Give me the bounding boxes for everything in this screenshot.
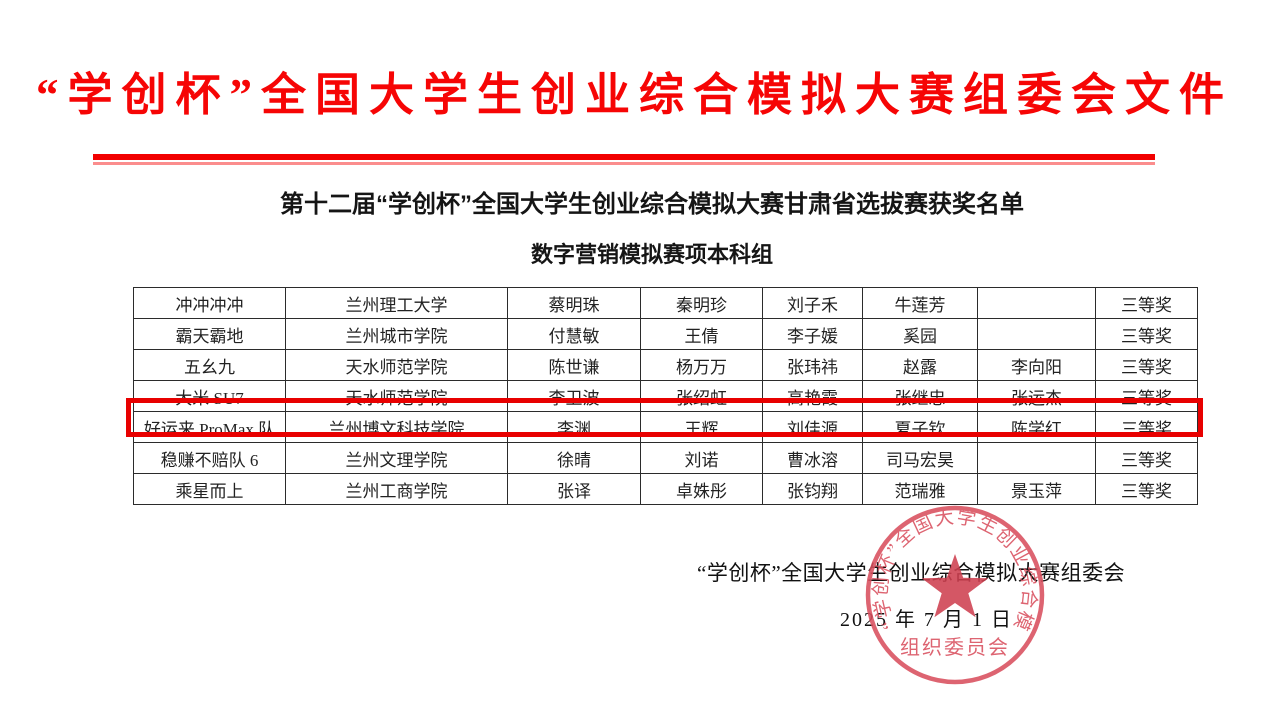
awards-table: 冲冲冲冲 兰州理工大学 蔡明珠 秦明珍 刘子禾 牛莲芳 三等奖 霸天霸地 兰州城市学院 付慧敏 王倩… [133,287,1198,505]
table-cell: 三等奖 [1095,349,1198,381]
table-row: 好运来 ProMax 队兰州博文科技学院 李渊 王辉 刘佳源 夏子钦 陈学红 三等奖 [133,411,1198,443]
table-cell: 王倩 [640,318,763,350]
header-divider-thin-line [93,162,1155,165]
table-cell: 兰州理工大学 [285,287,508,319]
table-cell: 张继忠 [862,380,978,412]
table-cell: 刘子禾 [762,287,863,319]
table-row: 五幺九 天水师范学院 陈世谦 杨万万 张玮祎 赵露 李向阳 三等奖 [133,349,1198,381]
header-divider-thick-line [93,154,1155,160]
table-row: 冲冲冲冲 兰州理工大学 蔡明珠 秦明珍 刘子禾 牛莲芳 三等奖 [133,287,1198,319]
table-cell: 霸天霸地 [133,318,286,350]
table-cell: 兰州文理学院 [285,442,508,474]
table-cell: 张译 [507,473,641,505]
table-row: 乘星而上 兰州工商学院 张译 卓姝彤 张钧翔 范瑞雅 景玉萍 三等奖 [133,473,1198,505]
document-title: “学创杯”全国大学生创业综合模拟大赛组委会文件 [35,70,1233,120]
header-divider [93,154,1155,165]
table-cell: 李子媛 [762,318,863,350]
table-cell: 景玉萍 [977,473,1096,505]
table-cell: 司马宏昊 [862,442,978,474]
table-cell: 卓姝彤 [640,473,763,505]
table-row: 大米 SU7 天水师范学院 李卫波 张绍虹 高艳霞 张继忠 张运杰 三等奖 [133,380,1198,412]
table-cell: 张运杰 [977,380,1096,412]
table-cell: 夏子钦 [862,411,978,443]
table-cell: 天水师范学院 [285,380,508,412]
table-cell: 奚园 [862,318,978,350]
signature-line: “学创杯”全国大学生创业综合模拟大赛组委会 [697,561,1126,585]
table-cell: 冲冲冲冲 [133,287,286,319]
table-cell: 兰州工商学院 [285,473,508,505]
table-cell: 李向阳 [977,349,1096,381]
document-date: 2025 年 7 月 1 日 [840,609,1013,631]
table-cell: 乘星而上 [133,473,286,505]
table-cell: 大米 SU7 [133,380,286,412]
table-cell: 张绍虹 [640,380,763,412]
award-list-title: 第十二届“学创杯”全国大学生创业综合模拟大赛甘肃省选拔赛获奖名单 [280,191,1024,218]
table-cell: 高艳霞 [762,380,863,412]
table-cell: 徐晴 [507,442,641,474]
table-cell: 陈学红 [977,411,1096,443]
table-cell: 付慧敏 [507,318,641,350]
table-cell: 杨万万 [640,349,763,381]
table-cell: 张钧翔 [762,473,863,505]
table-cell: 三等奖 [1095,442,1198,474]
table-cell: 刘诺 [640,442,763,474]
table-cell: 李渊 [507,411,641,443]
table-cell [977,442,1096,474]
table-cell: 张玮祎 [762,349,863,381]
table-cell: 三等奖 [1095,411,1198,443]
section-title: 数字营销模拟赛项本科组 [530,242,773,267]
table-cell: 五幺九 [133,349,286,381]
table-cell: 三等奖 [1095,318,1198,350]
table-cell [977,318,1096,350]
table-cell: 兰州城市学院 [285,318,508,350]
stamp-bottom-text: 组织委员会 [900,636,1010,659]
table-cell: 三等奖 [1095,380,1198,412]
table-cell: 赵露 [862,349,978,381]
table-cell: 三等奖 [1095,473,1198,505]
table-cell: 好运来 ProMax 队 [133,411,286,443]
table-cell: 陈世谦 [507,349,641,381]
table-cell: 牛莲芳 [862,287,978,319]
table-cell: 蔡明珠 [507,287,641,319]
table-cell: 曹冰溶 [762,442,863,474]
table-cell: 三等奖 [1095,287,1198,319]
table-cell: 天水师范学院 [285,349,508,381]
table-cell: 兰州博文科技学院 [285,411,508,443]
table-row: 霸天霸地 兰州城市学院 付慧敏 王倩 李子媛 奚园 三等奖 [133,318,1198,350]
table-cell: 李卫波 [507,380,641,412]
table-cell: 范瑞雅 [862,473,978,505]
table-cell: 稳赚不赔队 6 [133,442,286,474]
table-cell: 秦明珍 [640,287,763,319]
table-cell: 刘佳源 [762,411,863,443]
stamp-ring [865,505,1045,685]
awards-table-body: 冲冲冲冲 兰州理工大学 蔡明珠 秦明珍 刘子禾 牛莲芳 三等奖 霸天霸地 兰州城市学院 付慧敏 王倩… [133,287,1198,505]
table-row: 稳赚不赔队 6 兰州文理学院 徐晴 刘诺 曹冰溶 司马宏昊 三等奖 [133,442,1198,474]
official-seal-stamp: “学创杯”全国大学生创业综合模拟大赛 组织委员会 [862,502,1045,685]
table-cell: 王辉 [640,411,763,443]
table-cell [977,287,1096,319]
